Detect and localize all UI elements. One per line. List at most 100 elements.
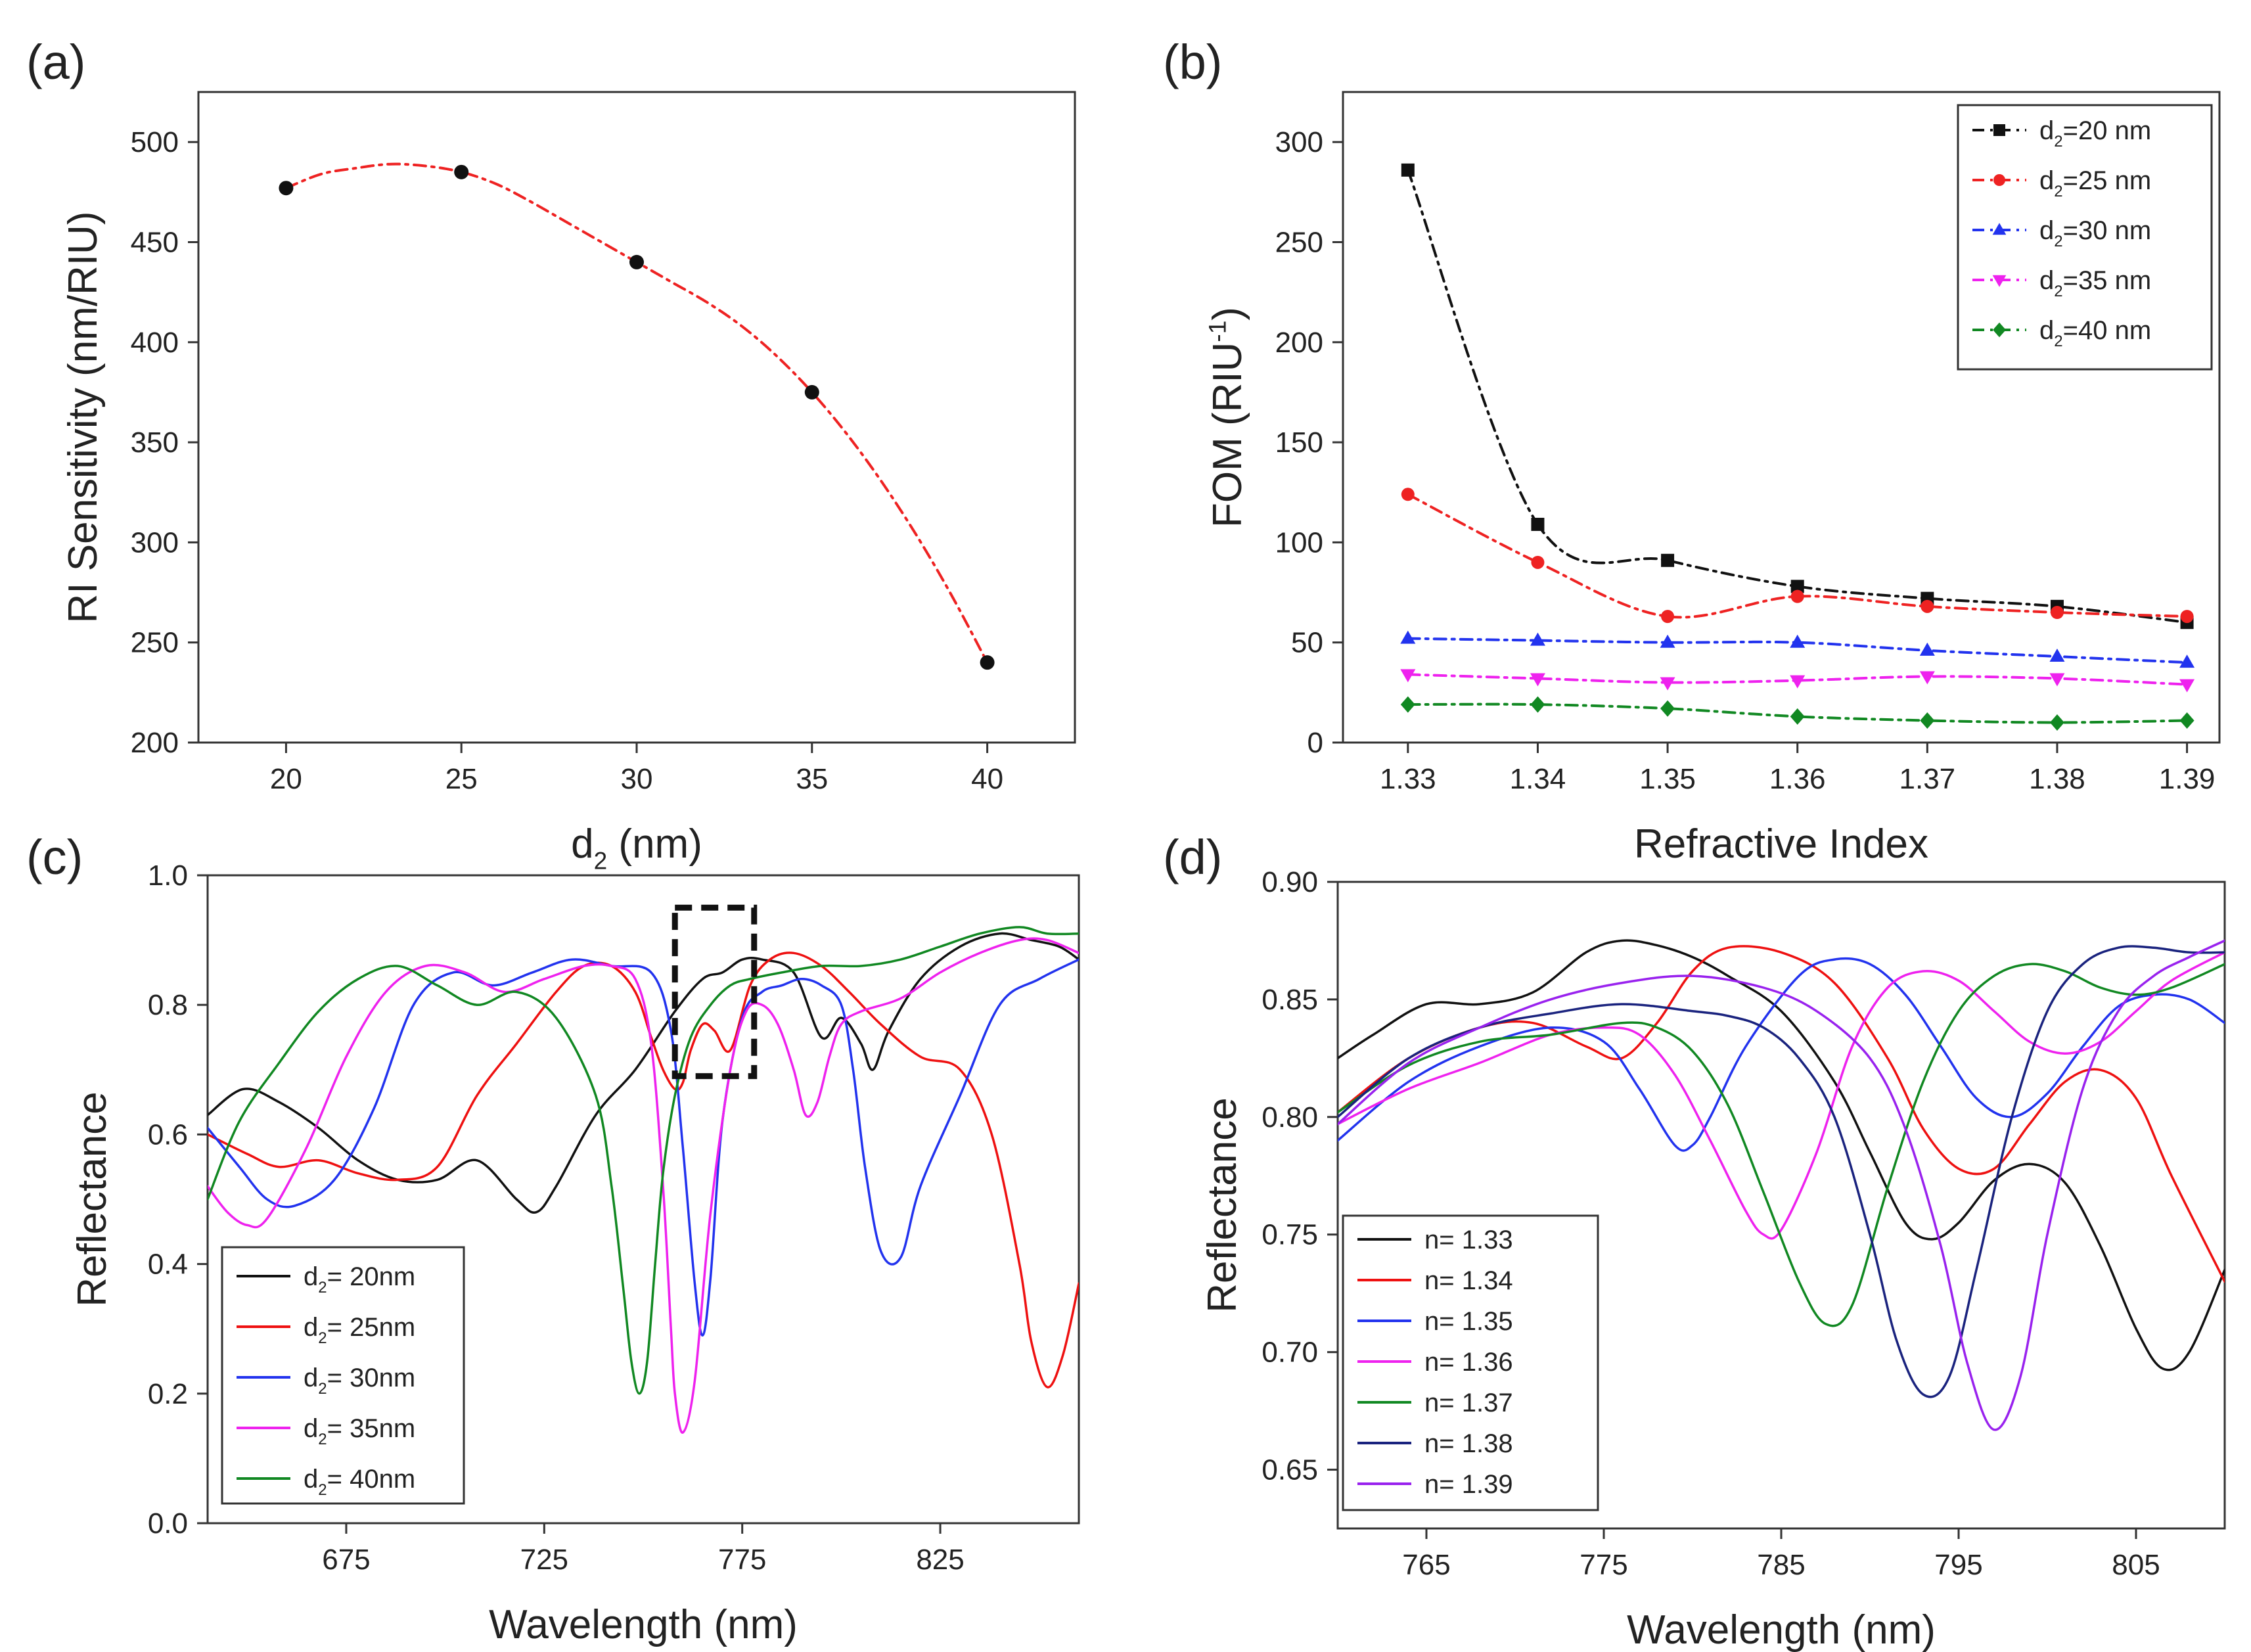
legend-label: n= 1.35 [1424, 1307, 1513, 1336]
y-axis-title: FOM (RIU-1) [1204, 307, 1250, 528]
y-tick-label: 200 [1275, 327, 1323, 359]
data-point [1790, 589, 1804, 603]
legend-box [221, 1246, 465, 1505]
legend-marker [1992, 223, 2007, 235]
y-tick-label: 450 [131, 226, 179, 258]
legend-label: d2=25 nm [2039, 166, 2151, 200]
data-point [1531, 555, 1545, 569]
panel-b: (b) 1.33 1.34 1.35 1.36 1.37 1.38 1.39 0 50 100 150… [1163, 35, 2221, 867]
y-tick-label: 0.65 [1262, 1454, 1318, 1486]
y-tick-label: 250 [131, 627, 179, 659]
y-tick-label: 300 [1275, 126, 1323, 158]
y-tick-label: 0.2 [148, 1378, 188, 1410]
x-tick-label: 20 [270, 763, 302, 795]
series-line-2 [1338, 957, 2225, 1152]
legend-label: d2= 20nm [304, 1262, 415, 1296]
data-point [1400, 696, 1415, 713]
y-tick-label: 250 [1275, 226, 1323, 258]
legend-label: n= 1.37 [1424, 1388, 1513, 1417]
y-tick-label: 1.0 [148, 860, 188, 892]
data-point [1661, 553, 1675, 567]
data-point [629, 254, 644, 269]
data-layer [1338, 939, 2225, 1431]
y-tick-label: 400 [131, 327, 179, 359]
y-tick-label: 150 [1275, 426, 1323, 459]
data-point [2179, 712, 2194, 729]
panel-label-a: (a) [26, 35, 85, 89]
series-line-1 [208, 952, 1079, 1388]
legend-label: d2= 30nm [304, 1364, 415, 1398]
x-tick-label: 725 [520, 1544, 568, 1576]
x-tick-label: 1.34 [1510, 763, 1566, 795]
data-layer [284, 162, 989, 664]
data-point [1660, 634, 1675, 648]
y-tick-label: 350 [131, 426, 179, 459]
series-line-1 [1338, 945, 2225, 1283]
data-point [2180, 610, 2194, 624]
y-tick-label: 0.90 [1262, 866, 1318, 898]
x-axis-title: d2 (nm) [571, 821, 702, 874]
data-point [1790, 634, 1806, 648]
series-line-6 [1338, 939, 2225, 1431]
x-tick-label: 40 [971, 763, 1003, 795]
data-point [1401, 163, 1415, 177]
x-axis-title: Wavelength (nm) [489, 1602, 798, 1647]
data-point [454, 164, 469, 179]
series-line-0 [1338, 939, 2225, 1371]
legend: d2=20 nm d2=25 nm d2=30 nm d2=35 nm d2=40 nm [1957, 104, 2213, 371]
series-line-3 [208, 937, 1079, 1434]
x-tick-label: 805 [2112, 1549, 2160, 1581]
y-tick-label: 0.80 [1262, 1101, 1318, 1134]
data-point [1400, 630, 1416, 644]
data-point [1790, 580, 1804, 593]
legend-label: n= 1.39 [1424, 1470, 1513, 1499]
data-point [1920, 712, 1935, 729]
panel-d: (d) 765 775 785 795 805 0.65 0.70 0.75 0.80 0.85 0.… [1163, 830, 2226, 1652]
legend-label: n= 1.33 [1424, 1226, 1513, 1254]
legend-label: n= 1.38 [1424, 1429, 1513, 1458]
legend-label: d2=20 nm [2039, 116, 2151, 150]
data-point [804, 384, 819, 400]
y-tick-label: 50 [1291, 627, 1323, 659]
y-tick-label: 100 [1275, 526, 1323, 559]
data-point [2050, 606, 2064, 619]
series-line-4 [208, 926, 1079, 1395]
legend-label: d2=35 nm [2039, 266, 2151, 300]
data-point [2049, 649, 2065, 662]
x-axis-title: Wavelength (nm) [1627, 1607, 1936, 1652]
x-tick-label: 775 [1580, 1549, 1627, 1581]
x-tick-label: 775 [718, 1544, 766, 1576]
y-tick-label: 0 [1307, 727, 1323, 759]
panel-label-d: (d) [1163, 830, 1222, 884]
panel-a: (a) 20 25 30 35 40 200 250 300 350 400 450 500 d2 (nm… [26, 35, 1076, 874]
highlight-box [671, 904, 758, 1080]
legend-label: d2= 40nm [304, 1465, 415, 1499]
x-tick-label: 765 [1402, 1549, 1450, 1581]
y-tick-label: 0.0 [148, 1507, 188, 1540]
series-line-0 [1406, 168, 2189, 624]
plot-frame [1342, 91, 2221, 744]
panel-c: (c) 675 725 775 825 0.0 0.2 0.4 0.6 0.8 1.0 Wavelen… [26, 830, 1080, 1647]
legend: d2= 20nm d2= 25nm d2= 30nm d2= 35nm d2= 40nm [221, 1246, 465, 1505]
y-axis-title: RI Sensitivity (nm/RIU) [60, 212, 106, 624]
y-axis-title: Reflectance [70, 1091, 115, 1306]
data-point [1921, 599, 1934, 613]
x-tick-label: 785 [1757, 1549, 1805, 1581]
data-point [980, 655, 995, 670]
panel-label-b: (b) [1163, 35, 1222, 89]
data-point [1790, 708, 1805, 725]
x-tick-label: 30 [621, 763, 653, 795]
legend: n= 1.33 n= 1.34 n= 1.35 n= 1.36 n= 1.37 n= 1.… [1342, 1214, 1599, 1511]
y-tick-label: 0.70 [1262, 1337, 1318, 1369]
series-line-0 [284, 162, 989, 664]
data-point [1401, 488, 1415, 501]
x-tick-label: 1.39 [2159, 763, 2216, 795]
y-tick-label: 200 [131, 727, 179, 759]
legend-label: d2= 25nm [304, 1313, 415, 1347]
data-point [1660, 700, 1675, 717]
data-point [1530, 673, 1545, 687]
y-tick-label: 500 [131, 126, 179, 158]
series-line-4 [1338, 963, 2225, 1327]
legend-label: d2= 35nm [304, 1414, 415, 1448]
